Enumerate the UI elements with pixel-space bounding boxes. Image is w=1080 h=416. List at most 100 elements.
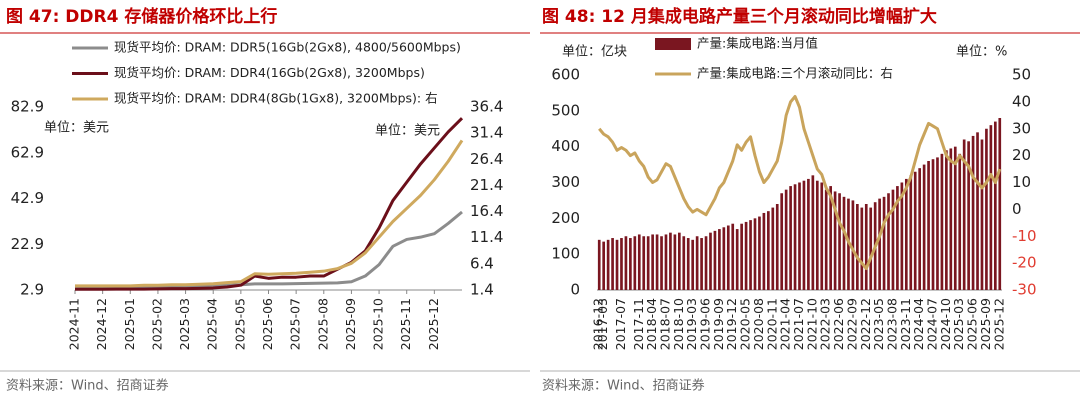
source: 资料来源：Wind、招商证券	[6, 378, 169, 394]
bar	[887, 193, 890, 290]
y2-tick-label: 36.4	[470, 98, 503, 116]
bar	[936, 157, 939, 290]
x-tick-label: 2022-12	[858, 298, 873, 350]
y-tick-label: 0	[570, 281, 580, 299]
bar	[691, 239, 695, 290]
legend-swatch	[655, 38, 691, 50]
bar	[931, 159, 935, 290]
bar	[913, 171, 917, 290]
bar	[860, 207, 864, 290]
x-tick-label: 2018-10	[671, 298, 686, 350]
y2-tick-label: -20	[1012, 254, 1037, 272]
bar	[651, 234, 654, 290]
legend-label: 产量:集成电路:当月值	[697, 36, 818, 51]
x-tick-label: 2017-07	[613, 298, 628, 350]
bar	[629, 238, 632, 290]
x-tick-label: 2024-07	[925, 298, 940, 350]
bar	[758, 216, 761, 290]
y-tick-label: 42.9	[11, 189, 44, 207]
bar	[878, 198, 881, 290]
annotation: 单位：美元	[375, 124, 440, 139]
bar	[896, 186, 899, 290]
x-tick-label: 2019-09	[711, 298, 726, 350]
x-tick-label: 2025-03	[177, 298, 192, 350]
y-tick-label: 300	[551, 173, 580, 191]
bar	[869, 207, 873, 290]
x-tick-label: 2016-12	[591, 298, 606, 350]
x-tick-label: 2024-10	[938, 298, 953, 350]
bar	[811, 175, 815, 290]
bar	[660, 236, 663, 290]
bar	[597, 239, 601, 290]
line	[75, 117, 464, 291]
bar	[700, 238, 703, 290]
bar	[927, 161, 930, 290]
bar	[726, 225, 730, 290]
bar	[798, 182, 801, 290]
bar	[904, 178, 908, 290]
x-tick-label: 2023-11	[898, 298, 913, 350]
x-tick-label: 2025-09	[343, 298, 358, 350]
y2-tick-label: 21.4	[470, 176, 503, 194]
bar	[740, 223, 743, 290]
x-tick-label: 2025-06	[965, 298, 980, 350]
bar	[749, 220, 752, 290]
bar	[678, 232, 681, 290]
x-tick-label: 2022-03	[818, 298, 833, 350]
bar	[976, 132, 979, 290]
y2-tick-label: 6.4	[470, 254, 494, 272]
bar	[856, 204, 859, 290]
bar	[891, 189, 895, 290]
x-tick-label: 2021-04	[778, 298, 793, 350]
x-tick-label: 2019-12	[724, 298, 739, 350]
x-tick-label: 2025-05	[232, 298, 247, 350]
bar	[744, 221, 748, 290]
bar	[909, 175, 913, 290]
bar	[775, 204, 779, 290]
bar	[620, 238, 623, 290]
legend-label: 产量:集成电路:三个月滚动同比：右	[697, 66, 893, 81]
x-tick-label: 2025-04	[205, 298, 220, 350]
bar	[833, 191, 837, 290]
bar	[940, 153, 944, 290]
bar	[633, 236, 637, 290]
x-tick-label: 2018-07	[657, 298, 672, 350]
bar	[735, 229, 739, 290]
bar	[655, 234, 659, 290]
x-tick-label: 2019-03	[684, 298, 699, 350]
bar	[646, 236, 650, 290]
bar	[922, 164, 926, 290]
x-tick-label: 2021-10	[804, 298, 819, 350]
bar	[731, 223, 735, 290]
x-tick-label: 2024-04	[911, 298, 926, 350]
bar	[980, 139, 984, 290]
bar	[673, 234, 677, 290]
y2-tick-label: -30	[1012, 281, 1037, 299]
x-tick-label: 2017-03	[595, 298, 610, 350]
annotation: 单位：亿块	[562, 45, 627, 60]
x-tick-label: 2025-06	[260, 298, 275, 350]
y2-tick-label: 50	[1012, 66, 1031, 84]
x-tick-label: 2022-06	[831, 298, 846, 350]
y2-tick-label: 1.4	[470, 281, 494, 299]
y2-tick-label: 10	[1012, 173, 1031, 191]
bar	[985, 128, 988, 290]
x-tick-label: 2024-12	[94, 298, 109, 350]
y2-tick-label: 26.4	[470, 150, 503, 168]
bar	[815, 180, 819, 290]
bar	[882, 196, 886, 290]
bar	[784, 189, 788, 290]
line	[598, 95, 1002, 270]
x-tick-label: 2025-03	[951, 298, 966, 350]
bar	[624, 236, 628, 290]
y-tick-label: 100	[551, 245, 580, 263]
bar	[958, 153, 962, 290]
legend-label: 现货平均价: DRAM: DDR4(16Gb(2Gx8), 3200Mbps)	[114, 65, 425, 80]
y2-tick-label: 40	[1012, 92, 1031, 110]
x-tick-label: 2017-11	[631, 298, 646, 350]
bar	[611, 238, 614, 290]
bar	[967, 141, 970, 290]
y2-tick-label: 11.4	[470, 228, 503, 246]
annotation: 单位：美元	[44, 121, 109, 136]
